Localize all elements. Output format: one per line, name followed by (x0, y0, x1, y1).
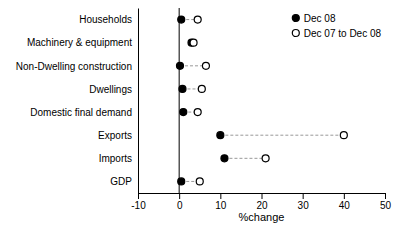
point (190, 39, 197, 46)
x-tick: 20 (256, 193, 268, 211)
point (262, 155, 269, 162)
y-tick: Machinery & equipment (27, 37, 138, 48)
y-tick-label: Imports (99, 153, 132, 164)
y-tick-label: GDP (110, 176, 132, 187)
x-tick-label: 10 (215, 200, 227, 211)
y-tick-label: Machinery & equipment (27, 37, 132, 48)
x-tick-label: 20 (256, 200, 268, 211)
x-tick: 0 (177, 193, 183, 211)
point (217, 132, 224, 139)
point (196, 178, 203, 185)
y-tick: GDP (110, 176, 138, 187)
x-tick-label: 40 (339, 200, 351, 211)
y-tick: Non-Dwelling construction (16, 61, 138, 72)
legend: Dec 08 Dec 07 to Dec 08 (292, 13, 381, 39)
x-tick: 30 (298, 193, 310, 211)
x-axis-line (139, 194, 386, 200)
legend-label: Dec 08 (304, 13, 336, 24)
y-tick: Households (79, 14, 138, 25)
x-tick-mark (303, 193, 304, 199)
y-axis-line (138, 9, 139, 194)
point (202, 62, 209, 69)
x-tick-mark (385, 193, 386, 199)
x-tick-label: 30 (298, 200, 310, 211)
x-tick: 40 (339, 193, 351, 211)
x-tick-mark (138, 193, 139, 199)
y-tick-label: Non-Dwelling construction (16, 61, 132, 72)
legend-marker (292, 15, 299, 22)
y-tick-label: Domestic final demand (30, 107, 132, 118)
y-tick: Dwellings (89, 84, 138, 95)
point (194, 109, 201, 116)
y-tick-label: Exports (98, 130, 132, 141)
x-axis-title: %change (239, 211, 285, 223)
point (176, 62, 183, 69)
x-tick-mark (179, 193, 180, 199)
x-axis: -10 0 10 20 30 40 50 (131, 193, 391, 211)
x-tick-label: 50 (380, 200, 392, 211)
legend-item: Dec 07 to Dec 08 (292, 28, 381, 39)
x-tick-label: 0 (177, 200, 183, 211)
point (180, 109, 187, 116)
range-line (224, 158, 265, 159)
zero-line (179, 8, 180, 193)
x-tick-mark (220, 193, 221, 199)
y-axis: Households Machinery & equipment Non-Dwell… (16, 9, 139, 194)
y-tick: Imports (99, 153, 138, 164)
point (179, 85, 186, 92)
y-tick: Domestic final demand (30, 107, 138, 118)
x-tick: 50 (380, 193, 392, 211)
y-tick: Exports (98, 130, 138, 141)
x-tick-label: -10 (131, 200, 146, 211)
legend-marker (292, 30, 299, 37)
point (178, 178, 185, 185)
point (221, 155, 228, 162)
point (178, 16, 185, 23)
plot: -10 0 10 20 30 40 50 %change Households Machinery… (16, 8, 392, 223)
point (198, 85, 205, 92)
x-tick: -10 (131, 193, 146, 211)
y-tick-label: Dwellings (89, 84, 132, 95)
point (340, 132, 347, 139)
x-tick-mark (344, 193, 345, 199)
y-tick-label: Households (79, 14, 132, 25)
x-tick: 10 (215, 193, 227, 211)
chart: -10 0 10 20 30 40 50 %change Households Machinery… (0, 0, 397, 227)
legend-item: Dec 08 (292, 13, 336, 24)
range-line (220, 135, 343, 136)
legend-label: Dec 07 to Dec 08 (304, 28, 382, 39)
point (194, 16, 201, 23)
x-tick-mark (262, 193, 263, 199)
